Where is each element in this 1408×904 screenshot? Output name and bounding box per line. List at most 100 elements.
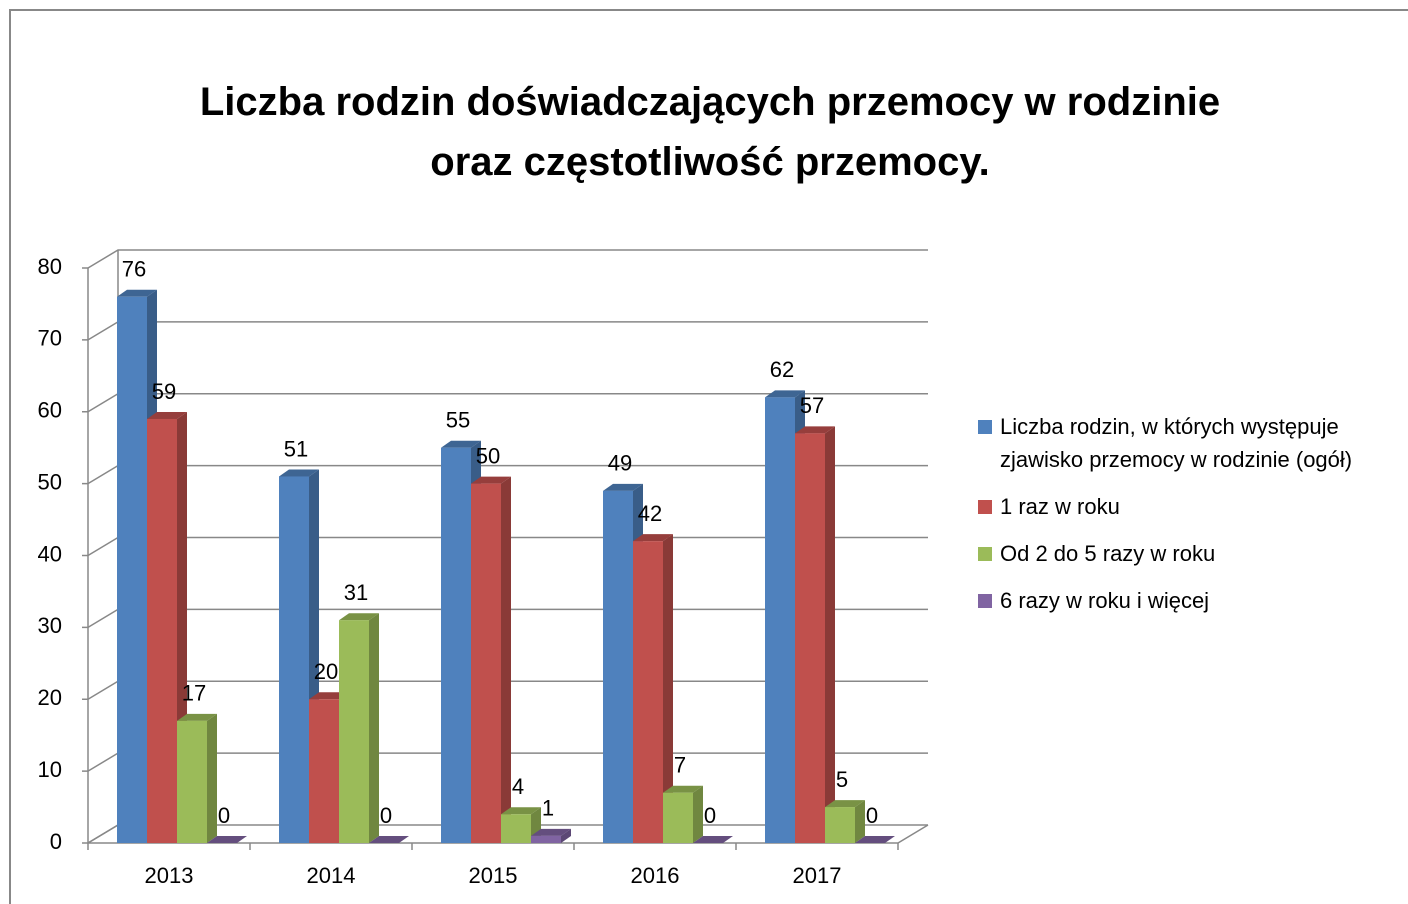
bar-front <box>147 418 177 843</box>
bar <box>177 713 217 843</box>
bar <box>369 836 409 843</box>
bar-top <box>369 836 409 843</box>
value-label: 55 <box>446 408 470 433</box>
bar-top <box>147 411 187 419</box>
bar-side <box>369 613 379 843</box>
bar-front <box>795 433 825 843</box>
y-tick-label: 10 <box>38 757 62 782</box>
value-label: 17 <box>182 681 206 706</box>
legend-item: Liczba rodzin, w których występuje zjawi… <box>978 410 1400 476</box>
bar-top <box>663 785 703 793</box>
value-label: 0 <box>380 803 392 828</box>
value-label: 1 <box>542 796 554 821</box>
bar <box>531 828 571 843</box>
bar-side <box>693 785 703 843</box>
y-tick-label: 80 <box>38 254 62 279</box>
value-label: 59 <box>152 379 176 404</box>
value-label: 0 <box>866 803 878 828</box>
bar-top <box>825 800 865 808</box>
value-label: 31 <box>344 580 368 605</box>
bar-top <box>471 476 511 484</box>
chart-border <box>9 9 1408 904</box>
legend-swatch <box>978 500 992 514</box>
legend-swatch <box>978 547 992 561</box>
bar-top <box>339 613 379 621</box>
legend-item: 1 raz w roku <box>978 490 1400 523</box>
value-label: 42 <box>638 501 662 526</box>
bar <box>693 836 733 843</box>
bar <box>633 534 673 843</box>
bar <box>795 426 835 843</box>
x-tick-label: 2017 <box>793 863 842 888</box>
bar-top <box>279 469 319 477</box>
bar <box>207 836 247 843</box>
value-label: 50 <box>476 443 500 468</box>
value-label: 5 <box>836 767 848 792</box>
bar-front <box>279 476 309 843</box>
bar-front <box>117 296 147 843</box>
y-tick-label: 30 <box>38 613 62 638</box>
bar-top <box>117 289 157 297</box>
bar-side <box>207 713 217 843</box>
value-label: 4 <box>512 774 524 799</box>
y-tick-label: 20 <box>38 685 62 710</box>
legend-swatch <box>978 420 992 434</box>
value-label: 0 <box>704 803 716 828</box>
bar-top <box>177 713 217 721</box>
x-tick-label: 2013 <box>145 863 194 888</box>
legend-label: Od 2 do 5 razy w roku <box>1000 541 1216 566</box>
bar-top <box>441 440 481 448</box>
bar-side <box>561 828 571 843</box>
y-tick-label: 50 <box>38 469 62 494</box>
value-label: 0 <box>218 803 230 828</box>
bar <box>663 785 703 843</box>
bar-front <box>339 620 369 843</box>
bar <box>855 836 895 843</box>
bar-front <box>309 699 339 843</box>
bar-top <box>633 534 673 542</box>
y-tick-label: 40 <box>38 541 62 566</box>
bar-top <box>795 426 835 434</box>
value-label: 20 <box>314 659 338 684</box>
bar-front <box>441 447 471 843</box>
bar-side <box>855 800 865 843</box>
bar-front <box>765 397 795 843</box>
bar <box>147 411 187 843</box>
y-tick-label: 60 <box>38 398 62 423</box>
bar-front <box>825 807 855 843</box>
legend-label: Liczba rodzin, w których występuje zjawi… <box>1000 414 1353 472</box>
bar-side <box>501 476 511 843</box>
legend-label: 6 razy w roku i więcej <box>1000 588 1210 613</box>
bar-side <box>663 534 673 843</box>
x-tick-label: 2014 <box>307 863 356 888</box>
bar-top <box>531 828 571 836</box>
bar <box>339 613 379 843</box>
value-label: 57 <box>800 393 824 418</box>
bar-top <box>693 836 733 843</box>
bar-front <box>501 814 531 843</box>
bar-side <box>825 426 835 843</box>
bar-top <box>855 836 895 843</box>
bar-front <box>471 483 501 843</box>
bar <box>471 476 511 843</box>
bar-top <box>603 483 643 491</box>
bar-top <box>207 836 247 843</box>
bar-front <box>603 490 633 843</box>
bar-top <box>501 807 541 815</box>
bar <box>825 800 865 843</box>
x-tick-label: 2016 <box>631 863 680 888</box>
legend-label: 1 raz w roku <box>1000 494 1120 519</box>
bar-front <box>531 835 561 843</box>
legend: Liczba rodzin, w których występuje zjawi… <box>978 410 1400 631</box>
value-label: 7 <box>674 753 686 778</box>
bar-front <box>663 792 693 843</box>
legend-item: 6 razy w roku i więcej <box>978 584 1400 617</box>
value-label: 51 <box>284 436 308 461</box>
legend-item: Od 2 do 5 razy w roku <box>978 537 1400 570</box>
chart-title: Liczba rodzin doświadczających przemocy … <box>199 80 1221 184</box>
legend-swatch <box>978 594 992 608</box>
bar-front <box>633 541 663 843</box>
x-tick-label: 2015 <box>469 863 518 888</box>
